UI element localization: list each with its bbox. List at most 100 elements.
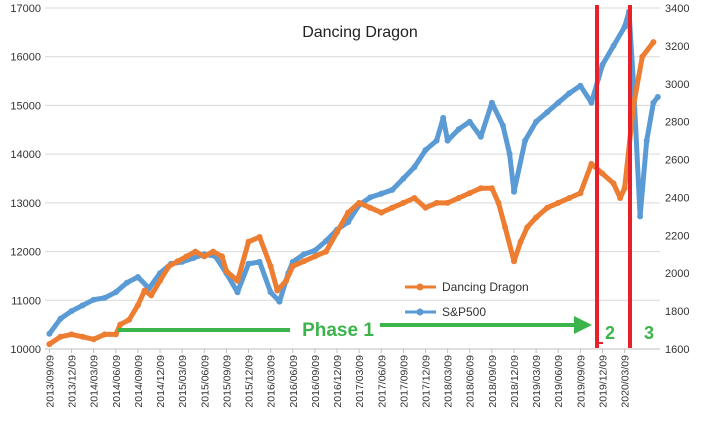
series-point-sp500 <box>637 213 644 220</box>
series-point-dancing-dragon <box>117 321 124 328</box>
phase1-arrow: Phase 1 <box>118 316 592 341</box>
series-point-sp500 <box>411 164 418 171</box>
series-point-sp500 <box>345 219 352 226</box>
left-tick-label: 10000 <box>10 344 41 356</box>
x-tick-label: 2016/09/09 <box>310 355 322 408</box>
series-point-sp500 <box>90 296 97 303</box>
series-point-dancing-dragon <box>400 199 407 206</box>
phase1-arrow-head <box>574 316 592 334</box>
x-tick-label: 2013/09/09 <box>44 355 56 408</box>
right-tick-label: 1600 <box>665 344 689 356</box>
series-point-dancing-dragon <box>274 287 281 294</box>
series-point-dancing-dragon <box>245 238 252 245</box>
series-point-sp500 <box>488 99 495 106</box>
series-point-sp500 <box>506 150 513 157</box>
series-point-sp500 <box>367 194 374 201</box>
series-point-sp500 <box>190 255 197 262</box>
series-point-dancing-dragon <box>444 199 451 206</box>
left-tick-label: 14000 <box>10 149 41 161</box>
series-point-sp500 <box>599 61 606 68</box>
series-point-dancing-dragon <box>466 190 473 197</box>
right-tick-label: 2600 <box>665 155 689 167</box>
series-point-dancing-dragon <box>389 204 396 211</box>
x-tick-label: 2018/09/09 <box>487 355 499 408</box>
series-point-sp500 <box>544 109 551 116</box>
right-tick-label: 3400 <box>665 3 689 15</box>
series-point-dancing-dragon <box>345 209 352 216</box>
series-point-dancing-dragon <box>157 277 163 284</box>
series-point-dancing-dragon <box>621 185 628 192</box>
series-point-dancing-dragon <box>289 263 296 270</box>
series-point-sp500 <box>555 99 562 106</box>
x-tick-label: 2019/06/09 <box>553 355 565 408</box>
series-point-dancing-dragon <box>511 258 517 265</box>
series-point-dancing-dragon <box>610 180 617 187</box>
series-point-dancing-dragon <box>517 238 524 245</box>
series-point-dancing-dragon <box>134 302 141 309</box>
series-point-sp500 <box>57 315 64 322</box>
series-point-dancing-dragon <box>495 199 502 206</box>
legend-label-dancing-dragon: Dancing Dragon <box>442 280 529 294</box>
left-tick-label: 12000 <box>10 247 41 259</box>
series-point-sp500 <box>522 137 529 144</box>
series-point-dancing-dragon <box>433 199 440 206</box>
x-tick-label: 2014/06/09 <box>111 355 123 408</box>
series-layer <box>46 8 661 348</box>
chart-title: Dancing Dragon <box>302 24 418 41</box>
series-point-sp500 <box>267 289 274 296</box>
x-tick-label: 2017/06/09 <box>376 355 388 408</box>
series-point-sp500 <box>256 258 263 265</box>
series-point-dancing-dragon <box>300 258 307 265</box>
series-point-dancing-dragon <box>101 331 108 338</box>
left-axis: 10000 11000 12000 13000 14000 15000 16000 17000 <box>10 3 41 356</box>
series-point-sp500 <box>400 175 407 182</box>
series-point-dancing-dragon <box>112 331 119 338</box>
x-tick-label: 2014/12/09 <box>155 355 167 408</box>
series-point-dancing-dragon <box>192 248 199 255</box>
right-tick-label: 2400 <box>665 192 689 204</box>
series-point-dancing-dragon <box>90 336 97 343</box>
series-point-dancing-dragon <box>577 190 584 197</box>
series-point-dancing-dragon <box>524 224 531 231</box>
series-point-sp500 <box>234 289 241 296</box>
series-point-sp500 <box>68 308 75 315</box>
series-point-sp500 <box>643 137 650 144</box>
series-point-sp500 <box>134 274 141 280</box>
series-point-sp500 <box>621 23 628 30</box>
x-tick-label: 2019/09/09 <box>575 355 587 408</box>
legend-marker-dancing-dragon <box>416 283 424 291</box>
right-tick-label: 3200 <box>665 41 689 53</box>
series-point-sp500 <box>300 251 307 258</box>
series-point-dancing-dragon <box>165 263 172 270</box>
phase-3-label: 3 <box>644 323 654 343</box>
phase-1-label: Phase 1 <box>302 320 374 341</box>
series-point-dancing-dragon <box>411 195 418 201</box>
x-tick-label: 2019/12/09 <box>597 355 609 408</box>
x-tick-label: 2016/03/09 <box>266 355 278 408</box>
x-tick-label: 2014/03/09 <box>89 355 101 408</box>
series-point-dancing-dragon <box>488 185 495 192</box>
series-point-sp500 <box>466 118 473 125</box>
x-tick-label: 2015/06/09 <box>199 355 211 408</box>
right-tick-label: 2800 <box>665 117 689 129</box>
series-point-sp500 <box>654 94 661 100</box>
right-tick-label: 1800 <box>665 306 689 318</box>
left-tick-label: 13000 <box>10 198 41 210</box>
series-point-sp500 <box>499 122 506 129</box>
series-point-dancing-dragon <box>555 199 562 206</box>
series-point-dancing-dragon <box>148 292 155 299</box>
x-tick-label: 2018/06/09 <box>465 355 477 408</box>
series-point-dancing-dragon <box>588 160 595 167</box>
series-point-sp500 <box>444 137 451 144</box>
series-point-dancing-dragon <box>544 204 551 211</box>
series-point-sp500 <box>610 42 617 49</box>
series-point-sp500 <box>433 137 440 144</box>
series-line-dancing-dragon <box>46 39 656 347</box>
series-point-sp500 <box>79 302 86 309</box>
x-tick-label: 2018/12/09 <box>509 355 521 408</box>
series-point-sp500 <box>378 190 385 197</box>
x-tick-label: 2014/09/09 <box>133 355 145 408</box>
series-point-dancing-dragon <box>311 253 318 260</box>
series-point-dancing-dragon <box>283 277 290 284</box>
